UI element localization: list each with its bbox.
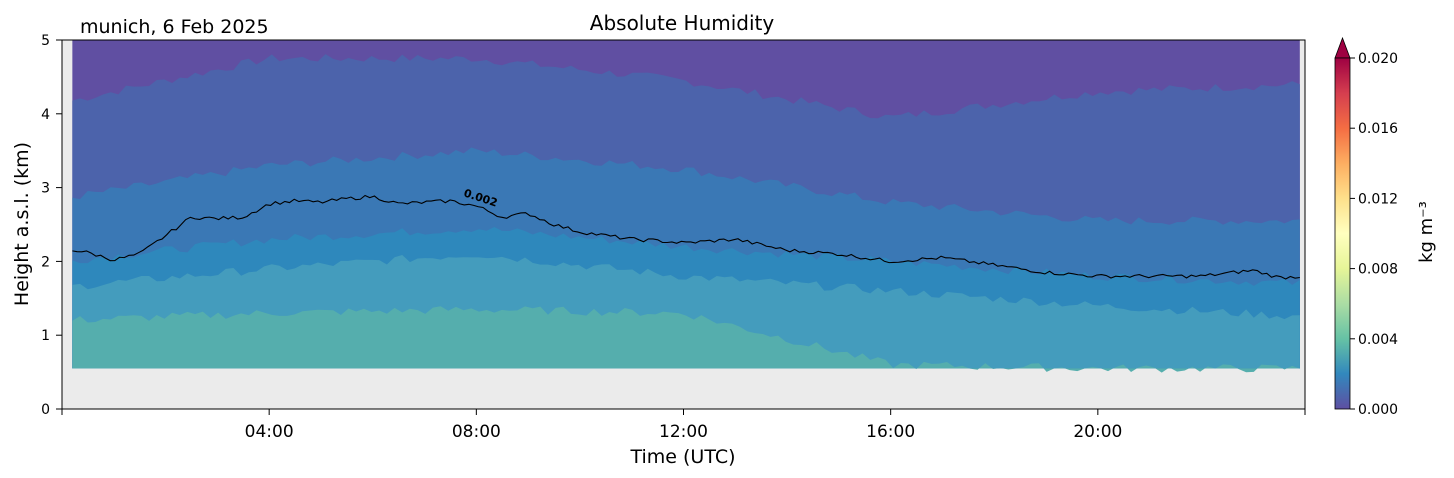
location-date-label: munich, 6 Feb 2025 bbox=[80, 16, 269, 38]
y-tick-label: 5 bbox=[41, 33, 50, 49]
x-axis-label: Time (UTC) bbox=[629, 446, 735, 468]
x-tick-label: 12:00 bbox=[659, 422, 708, 442]
y-tick-label: 2 bbox=[41, 254, 50, 270]
contour-layer bbox=[72, 194, 1300, 280]
humidity-band bbox=[72, 306, 1300, 373]
colorbar-tick-label: 0.016 bbox=[1358, 121, 1398, 137]
y-tick-label: 3 bbox=[41, 181, 50, 197]
x-axis: 04:00 08:00 12:00 16:00 20:00 bbox=[61, 409, 1306, 442]
x-tick-label: 20:00 bbox=[1073, 422, 1122, 442]
x-tick-label: 08:00 bbox=[452, 422, 501, 442]
humidity-bands bbox=[72, 40, 1300, 373]
colorbar-tick-label: 0.008 bbox=[1358, 262, 1398, 278]
colorbar-tick-label: 0.004 bbox=[1358, 332, 1398, 348]
x-tick-label: 04:00 bbox=[245, 422, 294, 442]
colorbar-extend-arrow bbox=[1334, 36, 1351, 59]
chart-title: Absolute Humidity bbox=[590, 11, 775, 35]
y-tick-label: 1 bbox=[41, 328, 50, 344]
colorbar-label: kg m⁻³ bbox=[1416, 201, 1437, 263]
colorbar: 0.000 0.004 0.008 0.012 0.016 0.020 bbox=[1334, 36, 1398, 418]
y-axis: 0 1 2 3 4 5 bbox=[41, 33, 62, 418]
colorbar-tick-label: 0.020 bbox=[1358, 51, 1398, 67]
y-tick-label: 4 bbox=[41, 107, 50, 123]
y-tick-label: 0 bbox=[41, 402, 50, 418]
colorbar-tick-label: 0.000 bbox=[1358, 402, 1398, 418]
colorbar-gradient bbox=[1334, 57, 1351, 410]
y-axis-label: Height a.s.l. (km) bbox=[11, 142, 33, 306]
x-tick-label: 16:00 bbox=[866, 422, 915, 442]
colorbar-tick-label: 0.012 bbox=[1358, 191, 1398, 207]
contour-line-0-002 bbox=[72, 194, 1300, 280]
